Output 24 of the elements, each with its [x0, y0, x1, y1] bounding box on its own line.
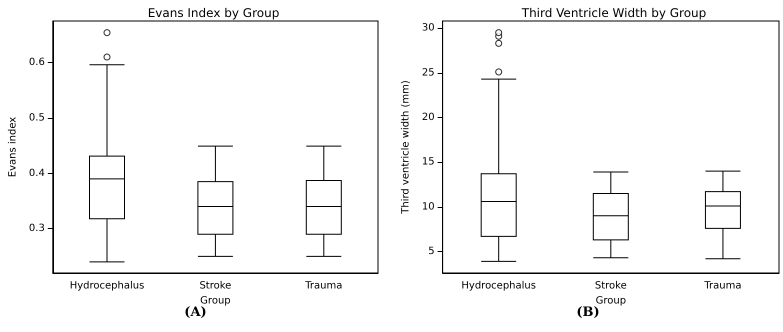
y-tick-label: 5	[428, 246, 435, 258]
text: (B)	[576, 305, 600, 320]
y-tick-label: 20	[422, 112, 435, 124]
y-tick-label: 0.4	[28, 168, 45, 179]
x-tick-label: Hydrocephalus	[461, 280, 536, 292]
y-tick-label: 15	[422, 156, 435, 168]
text: (A)	[184, 305, 207, 320]
x-tick-label: Hydrocephalus	[70, 280, 144, 292]
y-axis-title: Evans index	[8, 116, 18, 178]
x-tick-label: Stroke	[199, 280, 232, 292]
x-tick-label: Stroke	[594, 280, 627, 292]
x-tick-label: Trauma	[703, 280, 742, 292]
y-tick-label: 10	[422, 201, 435, 212]
y-tick-label: 0.5	[28, 112, 45, 124]
y-axis-title: Third ventricle width (mm)	[400, 80, 412, 215]
x-axis-title: Group	[200, 295, 231, 306]
chart-title: Third Ventricle Width by Group	[520, 6, 706, 20]
y-tick-label: 25	[422, 67, 435, 78]
y-tick-label: 30	[422, 22, 435, 34]
chart-title: Evans Index by Group	[148, 6, 280, 20]
x-tick-label: Trauma	[304, 280, 342, 292]
x-axis-title: Group	[596, 295, 626, 306]
y-tick-label: 0.6	[28, 57, 45, 68]
y-tick-label: 0.3	[28, 223, 45, 234]
